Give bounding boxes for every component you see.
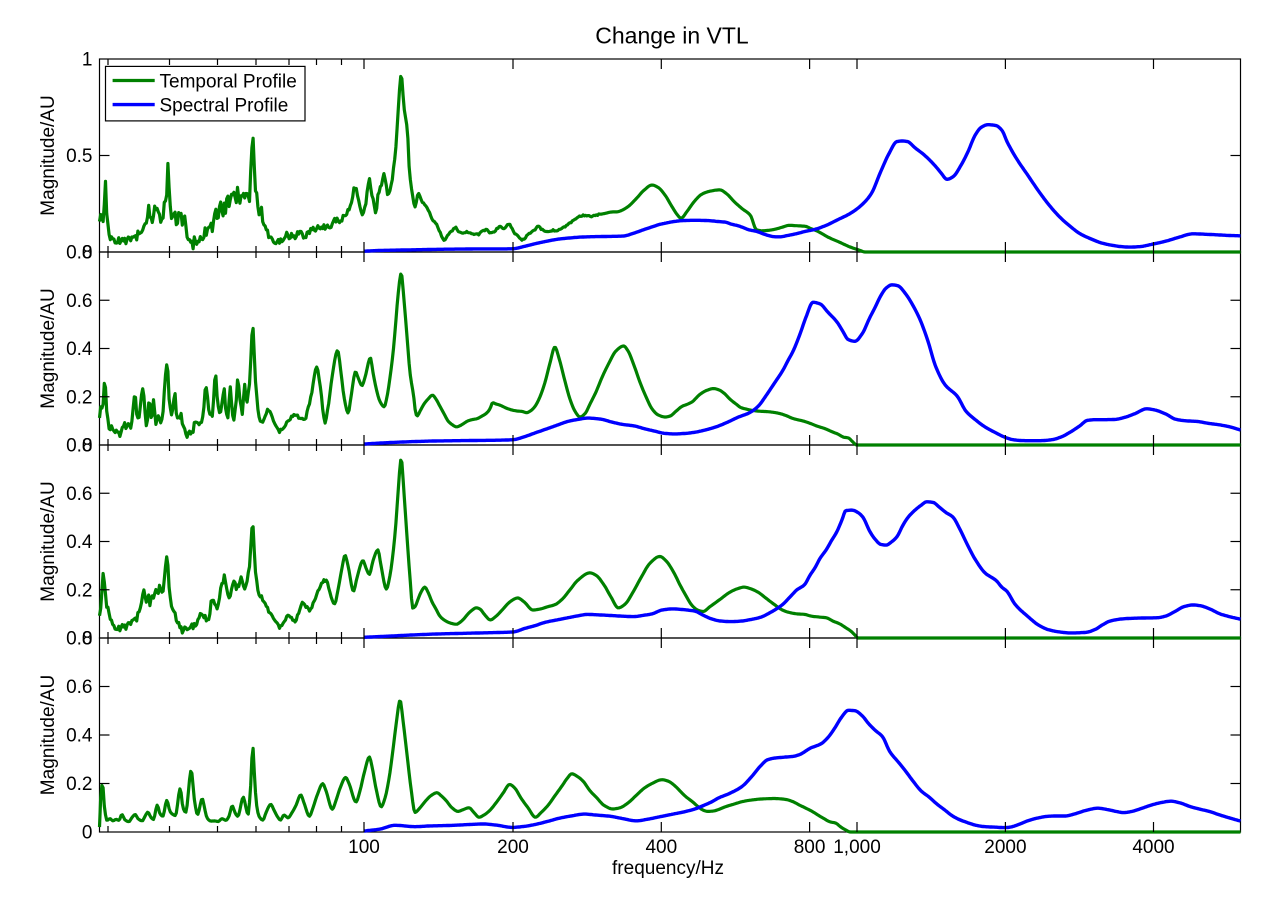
svg-text:Spectral Profile: Spectral Profile <box>160 96 289 117</box>
svg-text:0.8: 0.8 <box>66 629 92 650</box>
svg-text:1,000: 1,000 <box>833 837 881 858</box>
svg-text:0.8: 0.8 <box>66 243 92 264</box>
svg-text:Magnitude/AU: Magnitude/AU <box>38 288 59 408</box>
svg-text:100: 100 <box>348 837 380 858</box>
svg-text:frequency/Hz: frequency/Hz <box>612 858 724 879</box>
svg-text:4000: 4000 <box>1132 837 1174 858</box>
svg-text:0: 0 <box>82 243 93 264</box>
svg-text:0.4: 0.4 <box>66 532 93 553</box>
svg-text:200: 200 <box>497 837 529 858</box>
svg-text:1: 1 <box>82 50 93 71</box>
svg-text:400: 400 <box>645 837 677 858</box>
svg-text:Temporal Profile: Temporal Profile <box>160 72 297 93</box>
svg-text:0.6: 0.6 <box>66 484 92 505</box>
svg-text:0.5: 0.5 <box>66 146 92 167</box>
svg-text:0: 0 <box>82 436 93 457</box>
svg-text:Magnitude/AU: Magnitude/AU <box>38 95 59 215</box>
svg-text:0: 0 <box>82 823 93 844</box>
svg-text:2000: 2000 <box>984 837 1026 858</box>
svg-text:0.2: 0.2 <box>66 387 92 408</box>
svg-text:0.8: 0.8 <box>66 436 92 457</box>
svg-text:800: 800 <box>794 837 826 858</box>
svg-text:0.4: 0.4 <box>66 726 93 747</box>
svg-text:Magnitude/AU: Magnitude/AU <box>38 675 59 795</box>
svg-text:0: 0 <box>82 629 93 650</box>
svg-text:Change in VTL: Change in VTL <box>595 23 749 49</box>
svg-text:0.6: 0.6 <box>66 291 92 312</box>
svg-text:0.4: 0.4 <box>66 339 93 360</box>
svg-text:0.6: 0.6 <box>66 677 92 698</box>
svg-text:0.2: 0.2 <box>66 774 92 795</box>
svg-text:0.2: 0.2 <box>66 580 92 601</box>
svg-text:Magnitude/AU: Magnitude/AU <box>38 481 59 601</box>
